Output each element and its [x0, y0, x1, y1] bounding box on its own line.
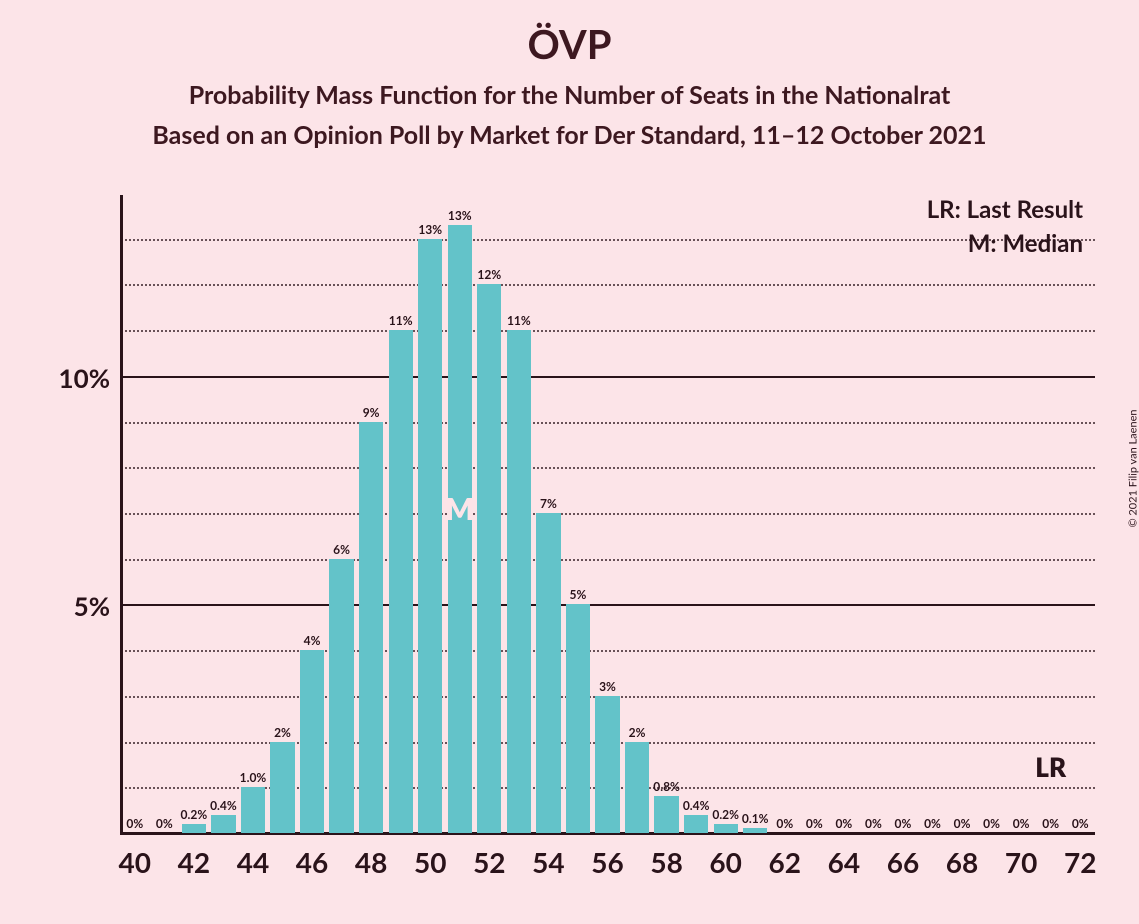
x-tick-label: 46 [296, 845, 328, 879]
plot-region: LR: Last Result M: Median 5%10%0%0%0.2%0… [120, 195, 1095, 835]
bar-value-label: 0% [1042, 816, 1059, 831]
bar-value-label: 0% [954, 816, 971, 831]
bar [625, 742, 649, 833]
bar-value-label: 0% [983, 816, 1000, 831]
grid-major [120, 604, 1095, 606]
chart-area: LR: Last Result M: Median 5%10%0%0%0.2%0… [60, 195, 1100, 835]
bar-value-label: 0% [1072, 816, 1089, 831]
x-tick-label: 70 [1005, 845, 1037, 879]
bar-value-label: 9% [363, 405, 380, 420]
x-tick-label: 44 [237, 845, 269, 879]
grid-minor [120, 650, 1095, 652]
x-tick-label: 56 [591, 845, 623, 879]
bar-value-label: 4% [304, 633, 321, 648]
bar [654, 796, 678, 833]
bar [241, 787, 265, 833]
bar [507, 330, 531, 833]
legend-m: M: Median [968, 229, 1083, 258]
bar [182, 824, 206, 833]
bar-value-label: 6% [333, 542, 350, 557]
y-tick-label: 10% [59, 362, 110, 394]
bar-value-label: 0% [924, 816, 941, 831]
bar [684, 815, 708, 833]
bar-value-label: 11% [507, 313, 531, 328]
bar [389, 330, 413, 833]
bar [270, 742, 294, 833]
bar [743, 828, 767, 833]
x-tick-label: 48 [355, 845, 387, 879]
bar [714, 824, 738, 833]
bar [536, 513, 560, 833]
chart-subtitle-1: Probability Mass Function for the Number… [0, 80, 1139, 110]
bar-value-label: 3% [599, 679, 616, 694]
x-tick-label: 60 [709, 845, 741, 879]
bar [300, 650, 324, 833]
x-tick-label: 40 [119, 845, 151, 879]
bar-value-label: 2% [274, 725, 291, 740]
grid-minor [120, 284, 1095, 286]
chart-subtitle-2: Based on an Opinion Poll by Market for D… [0, 120, 1139, 150]
grid-major [120, 376, 1095, 378]
bar-value-label: 7% [540, 496, 557, 511]
x-tick-label: 62 [769, 845, 801, 879]
bar-value-label: 0.4% [210, 798, 237, 813]
grid-minor [120, 559, 1095, 561]
bar-value-label: 0.2% [181, 807, 208, 822]
bar-value-label: 1.0% [240, 770, 267, 785]
bar-value-label: 0.8% [653, 779, 680, 794]
bar-value-label: 2% [629, 725, 646, 740]
bar-value-label: 0% [156, 816, 173, 831]
bar [211, 815, 235, 833]
grid-minor [120, 239, 1095, 241]
x-tick-label: 50 [414, 845, 446, 879]
median-marker: M [445, 491, 474, 527]
bar-value-label: 0% [895, 816, 912, 831]
title-block: ÖVP Probability Mass Function for the Nu… [0, 0, 1139, 150]
x-tick-label: 52 [473, 845, 505, 879]
bar [448, 225, 472, 833]
y-axis-line [120, 195, 123, 835]
bar-value-label: 11% [389, 313, 413, 328]
bar-value-label: 13% [418, 222, 442, 237]
y-tick-label: 5% [74, 590, 110, 622]
lr-marker: LR [1035, 751, 1066, 783]
bar-value-label: 0% [1013, 816, 1030, 831]
bar [477, 284, 501, 833]
grid-minor [120, 330, 1095, 332]
x-tick-label: 58 [650, 845, 682, 879]
copyright-text: © 2021 Filip van Laenen [1127, 409, 1139, 527]
grid-minor [120, 513, 1095, 515]
x-tick-label: 64 [828, 845, 860, 879]
bar-value-label: 0% [835, 816, 852, 831]
x-tick-label: 72 [1064, 845, 1096, 879]
bar-value-label: 0% [126, 816, 143, 831]
bar-value-label: 5% [570, 587, 587, 602]
grid-minor [120, 422, 1095, 424]
chart-title: ÖVP [0, 20, 1139, 68]
bar-value-label: 12% [477, 267, 501, 282]
bar-value-label: 0.1% [742, 811, 769, 826]
bar [418, 239, 442, 833]
bar [566, 604, 590, 833]
bar-value-label: 13% [448, 208, 472, 223]
bar [329, 559, 353, 833]
bar [595, 696, 619, 833]
bar-value-label: 0.4% [683, 798, 710, 813]
grid-minor [120, 467, 1095, 469]
bar [359, 422, 383, 833]
x-tick-label: 66 [887, 845, 919, 879]
bar-value-label: 0% [776, 816, 793, 831]
x-tick-label: 42 [178, 845, 210, 879]
bar-value-label: 0% [806, 816, 823, 831]
x-tick-label: 54 [532, 845, 564, 879]
bar-value-label: 0% [865, 816, 882, 831]
x-tick-label: 68 [946, 845, 978, 879]
bar-value-label: 0.2% [712, 807, 739, 822]
legend-lr: LR: Last Result [927, 195, 1083, 224]
